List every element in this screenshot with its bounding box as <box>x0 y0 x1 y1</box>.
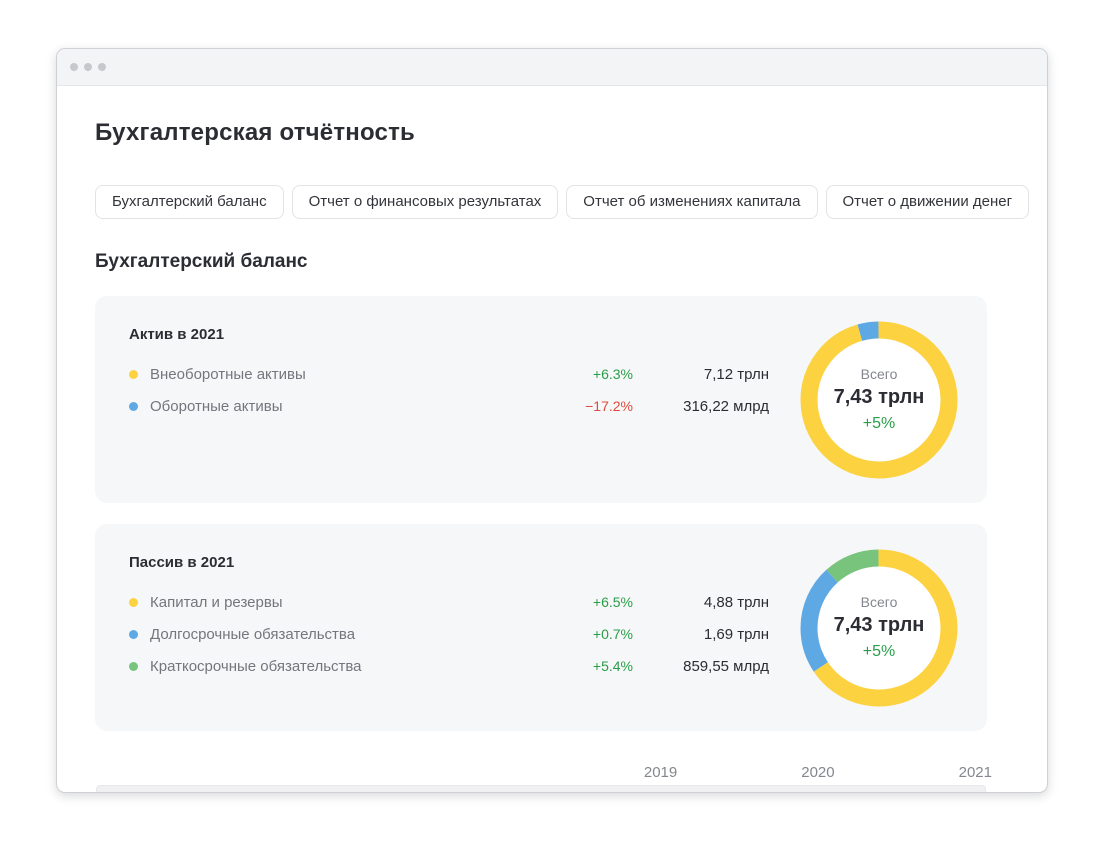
legend-dot-icon <box>129 661 138 671</box>
liabilities-card: Пассив в 2021 Капитал и резервы +6.5% 4,… <box>95 524 987 731</box>
window-titlebar <box>57 49 1047 86</box>
assets-donut-chart: Всего 7,43 трлн +5% <box>799 320 959 480</box>
row-value: 7,12 трлн <box>703 365 769 383</box>
legend-dot-icon <box>129 629 138 639</box>
row-label: Внеоборотные активы <box>150 365 306 383</box>
row-value: 1,69 трлн <box>703 625 769 643</box>
legend-dot-icon <box>129 369 138 379</box>
window-dot-icon <box>84 63 92 71</box>
row-value: 316,22 млрд <box>683 397 769 415</box>
row-value: 4,88 трлн <box>703 593 769 611</box>
window-control-dots <box>70 63 106 71</box>
table-row: Краткосрочные обязательства +5.4% 859,55… <box>129 657 769 675</box>
row-label: Оборотные активы <box>150 397 283 415</box>
row-label: Капитал и резервы <box>150 593 283 611</box>
donut-chart-icon <box>800 321 958 478</box>
row-label: Долгосрочные обязательства <box>150 625 356 643</box>
row-change: +0.7% <box>592 626 633 642</box>
tab-cash-flow[interactable]: Отчет о движении денег <box>825 185 1030 219</box>
report-tabs: Бухгалтерский баланс Отчет о финансовых … <box>95 185 1030 219</box>
tab-financial-results[interactable]: Отчет о финансовых результатах <box>291 185 559 219</box>
row-label: Краткосрочные обязательства <box>150 657 362 675</box>
table-row: Внеоборотные активы +6.3% 7,12 трлн <box>129 365 769 383</box>
card-title: Актив в 2021 <box>129 326 225 343</box>
card-title: Пассив в 2021 <box>129 554 235 571</box>
assets-rows: Внеоборотные активы +6.3% 7,12 трлн Обор… <box>129 365 769 415</box>
assets-card: Актив в 2021 Внеоборотные активы +6.3% 7… <box>95 296 987 503</box>
row-value: 859,55 млрд <box>683 657 769 675</box>
row-change: +6.5% <box>592 594 633 610</box>
tab-capital-changes[interactable]: Отчет об изменениях капитала <box>566 185 818 219</box>
page-content: Бухгалтерская отчётность Бухгалтерский б… <box>57 119 1047 781</box>
legend-dot-icon <box>129 597 138 607</box>
window-dot-icon <box>70 63 78 71</box>
timeline-year-2021[interactable]: 2021 <box>958 764 992 781</box>
timeline-years: 2019 2020 2021 <box>95 764 1009 781</box>
donut-chart-icon <box>800 549 958 706</box>
row-change: −17.2% <box>585 398 633 414</box>
row-change: +6.3% <box>592 366 633 382</box>
window-dot-icon <box>98 63 106 71</box>
liabilities-rows: Капитал и резервы +6.5% 4,88 трлн Долгос… <box>129 593 769 675</box>
section-title: Бухгалтерский баланс <box>95 251 308 272</box>
liabilities-donut-chart: Всего 7,43 трлн +5% <box>799 548 959 708</box>
tab-balance-sheet[interactable]: Бухгалтерский баланс <box>95 185 284 219</box>
row-change: +5.4% <box>592 658 633 674</box>
table-row: Капитал и резервы +6.5% 4,88 трлн <box>129 593 769 611</box>
timeline-track-cutoff <box>96 785 986 792</box>
table-row: Оборотные активы −17.2% 316,22 млрд <box>129 397 769 415</box>
timeline-year-2019[interactable]: 2019 <box>643 764 678 781</box>
timeline-year-2020[interactable]: 2020 <box>801 764 835 781</box>
table-row: Долгосрочные обязательства +0.7% 1,69 тр… <box>129 625 769 643</box>
legend-dot-icon <box>129 401 138 411</box>
app-window: Бухгалтерская отчётность Бухгалтерский б… <box>56 48 1048 793</box>
page-title: Бухгалтерская отчётность <box>95 119 415 146</box>
